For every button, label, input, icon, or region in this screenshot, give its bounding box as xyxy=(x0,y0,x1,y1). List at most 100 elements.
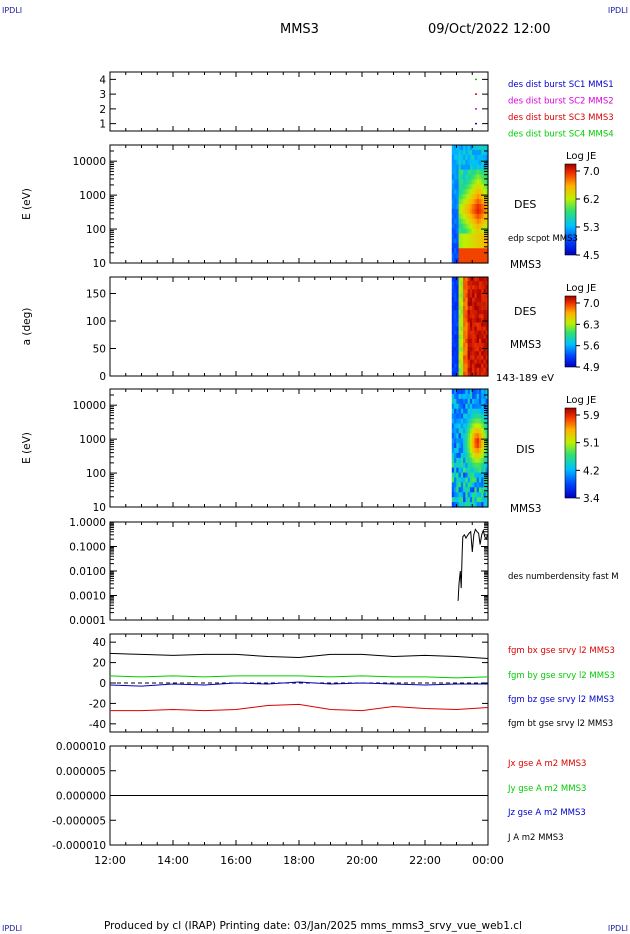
panel-3-heat-cell xyxy=(474,487,478,493)
panel-3-heat-cell xyxy=(451,433,455,439)
panel-3-heat-cell xyxy=(451,398,455,405)
panel-3-heat-cell xyxy=(454,448,457,454)
panel-1-heat-cell xyxy=(458,213,462,220)
panel-2-heat-cell xyxy=(454,281,457,286)
panel-2-heat-cell xyxy=(454,285,457,290)
panel-2-heat-cell xyxy=(460,355,464,361)
panel-1-heat-cell xyxy=(465,189,469,195)
panel-3-heat-cell xyxy=(465,492,469,498)
panel-2-heat-cell xyxy=(472,322,476,328)
panel-3-heat-cell xyxy=(472,482,476,488)
panel-2-heat-cell xyxy=(476,363,480,369)
panel-3-heat-cell xyxy=(454,413,457,420)
panel-1-heat-cell xyxy=(478,213,482,220)
panel-2-heat-cell xyxy=(472,305,476,311)
panel-2-heat-cell xyxy=(458,293,462,299)
panel-2-heat-cell xyxy=(476,351,480,356)
panel-2-heat-cell xyxy=(483,363,487,369)
fgm-legend-entry: fgm bt gse srvy l2 MMS3 xyxy=(508,719,613,729)
panel-1-heat-cell xyxy=(469,243,473,249)
panel-1-heat-cell xyxy=(451,174,455,181)
panel-3-heat-cell xyxy=(476,408,480,415)
density-series-line xyxy=(457,528,488,601)
panel-1-heat-cell xyxy=(458,248,462,254)
panel-1-heat-cell xyxy=(481,204,485,210)
panel-1-heat-cell xyxy=(483,243,487,249)
panel-2-heat-cell xyxy=(460,322,464,328)
panel-3-heat-cell xyxy=(476,472,480,479)
panel-1-heat-cell xyxy=(465,243,469,249)
panel-1-heat-cell xyxy=(454,238,457,244)
panel-3-heat-cell xyxy=(460,443,464,449)
panel-3-heat-cell xyxy=(460,408,464,415)
panel-3-heat-cell xyxy=(481,487,485,493)
panel-2-heat-cell xyxy=(467,322,471,328)
panel-1-heat-cell xyxy=(454,243,457,249)
panel-3-heat-cell xyxy=(458,492,462,498)
panel-2-heat-cell xyxy=(485,334,489,340)
panel-3-heat-cell xyxy=(472,438,476,444)
panel-3-heat-cell xyxy=(478,413,482,420)
panel-0-ytick-label: 4 xyxy=(99,74,106,86)
panel-2-heat-cell xyxy=(485,322,489,328)
panel-1-heat-cell xyxy=(460,159,464,166)
panel-2-heat-cell xyxy=(478,326,482,332)
panel-1-heat-cell xyxy=(463,179,466,185)
panel-1-heat-cell xyxy=(465,194,469,200)
panel-3-heat-cell xyxy=(467,457,471,464)
panel-3-heat-cell xyxy=(458,457,462,464)
panel-2-heat-cell xyxy=(463,281,466,286)
panel-2-heat-cell xyxy=(451,334,455,340)
panel-1-ytick-label: 10000 xyxy=(73,156,106,168)
panel-1-heat-cell xyxy=(476,223,480,230)
panel-3-heat-cell xyxy=(469,502,473,508)
panel-1-heat-cell xyxy=(476,199,480,205)
panel-3-heat-cell xyxy=(451,462,455,469)
panel-1-heat-cell xyxy=(456,218,460,225)
panel-3-heat-cell xyxy=(469,487,473,493)
panel-3-heat-cell xyxy=(474,477,478,484)
panel-1-heat-cell xyxy=(485,253,489,259)
panel-1-heat-cell xyxy=(465,164,469,171)
panel-2-heat-cell xyxy=(485,293,489,299)
panel-2-heat-cell xyxy=(458,322,462,328)
panel-2-heat-cell xyxy=(465,347,469,352)
panel-1-heat-cell xyxy=(485,223,489,230)
panel-2-heat-cell xyxy=(465,285,469,290)
panel-3-heat-cell xyxy=(463,443,466,449)
panel-1-heat-cell xyxy=(469,223,473,230)
panel-3-heat-cell xyxy=(451,389,455,395)
panel-2-colorbar-tick: 6.3 xyxy=(583,319,600,331)
panel-2-heat-cell xyxy=(456,351,460,356)
panel-3-heat-cell xyxy=(460,482,464,488)
panel-1-heat-cell xyxy=(456,204,460,210)
panel-1-heat-cell xyxy=(469,194,473,200)
panel-2-heat-cell xyxy=(460,297,464,303)
panel-2-heat-cell xyxy=(460,351,464,356)
panel-2-heat-cell xyxy=(465,305,469,311)
panel-3-heat-cell xyxy=(469,452,473,459)
panel-3-heat-cell xyxy=(454,497,457,503)
panel-2-heat-cell xyxy=(476,359,480,365)
panel-2-heat-cell xyxy=(451,347,455,352)
panel-1-heat-cell xyxy=(463,184,466,190)
panel-1-heat-cell xyxy=(469,145,473,151)
panel-3-heat-cell xyxy=(485,467,489,474)
panel-1-heat-cell xyxy=(465,253,469,259)
panel-2-heat-cell xyxy=(469,305,473,311)
panel-2-heat-cell xyxy=(465,355,469,361)
panel-1-heat-cell xyxy=(485,174,489,181)
panel-2-heat-cell xyxy=(454,359,457,365)
panel-2-heat-cell xyxy=(481,338,485,344)
panel-2-heat-cell xyxy=(465,293,469,299)
panel-1-heat-cell xyxy=(469,213,473,220)
panel-1-heat-cell xyxy=(469,189,473,195)
panel-2-heat-cell xyxy=(483,281,487,286)
panel-1-heat-cell xyxy=(467,218,471,225)
panel-3-heat-cell xyxy=(456,389,460,395)
panel-2-heat-cell xyxy=(454,351,457,356)
panel-2-heat-cell xyxy=(476,355,480,361)
panel-2-heat-cell xyxy=(469,297,473,303)
panel-2-heat-cell xyxy=(472,289,476,295)
panel-1-heat-cell xyxy=(451,213,455,220)
